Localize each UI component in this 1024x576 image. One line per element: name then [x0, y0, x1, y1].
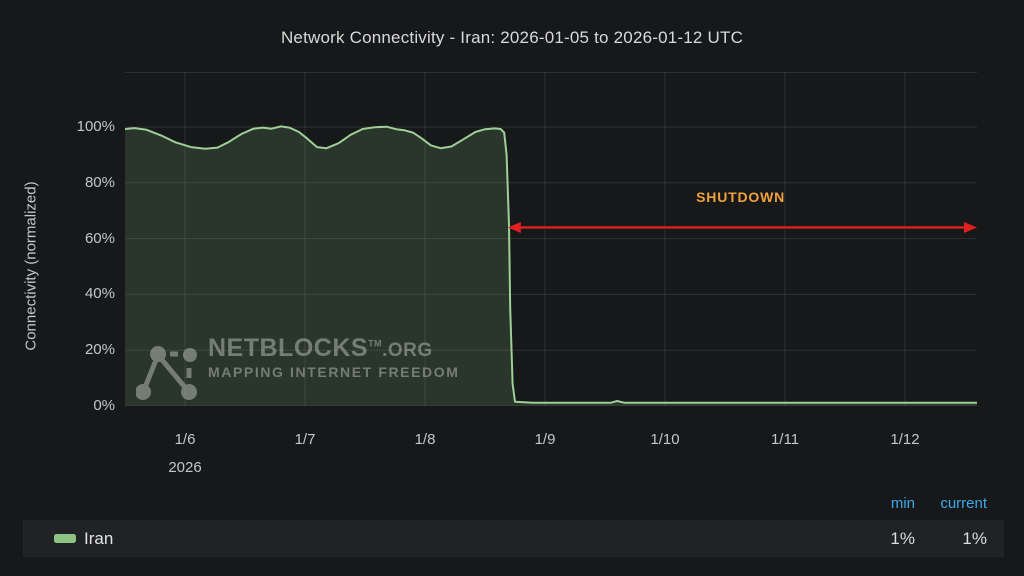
- legend-column-header-current[interactable]: current: [940, 495, 987, 512]
- arrow-head-left: [507, 221, 521, 233]
- x-tick-label: 1/7: [294, 431, 316, 448]
- series-min-value: 1%: [890, 529, 915, 548]
- x-axis-year-label: 2026: [168, 459, 202, 476]
- series-area-fill: [125, 126, 977, 406]
- panel-title: Network Connectivity - Iran: 2026-01-05 …: [280, 28, 744, 47]
- y-tick-label: 100%: [76, 118, 115, 135]
- y-tick-label: 40%: [84, 285, 115, 303]
- legend-column-header-min[interactable]: min: [890, 495, 915, 512]
- y-tick-label: 20%: [84, 341, 115, 359]
- y-tick-label: 60%: [84, 229, 115, 247]
- x-tick-label: 1/12: [890, 431, 920, 448]
- x-tick-label: 1/10: [650, 431, 680, 448]
- x-tick-label: 1/11: [770, 431, 800, 448]
- x-tick-label: 1/6: [174, 431, 196, 448]
- series-color-swatch: [54, 534, 76, 543]
- legend-row-iran[interactable]: Iran 1% 1%: [23, 520, 1004, 557]
- shutdown-annotation-label: SHUTDOWN: [696, 188, 786, 205]
- series-current-value: 1%: [962, 529, 987, 548]
- y-tick-label: 80%: [84, 173, 115, 191]
- y-axis-label: Connectivity (normalized): [22, 181, 40, 351]
- connectivity-chart-plot[interactable]: [125, 72, 977, 406]
- series-line-iran: [125, 125, 977, 404]
- series-name: Iran: [84, 528, 114, 548]
- y-tick-label: 0%: [93, 397, 115, 414]
- x-tick-label: 1/8: [414, 431, 436, 448]
- arrow-head-right: [964, 221, 977, 233]
- x-tick-label: 1/9: [534, 431, 556, 448]
